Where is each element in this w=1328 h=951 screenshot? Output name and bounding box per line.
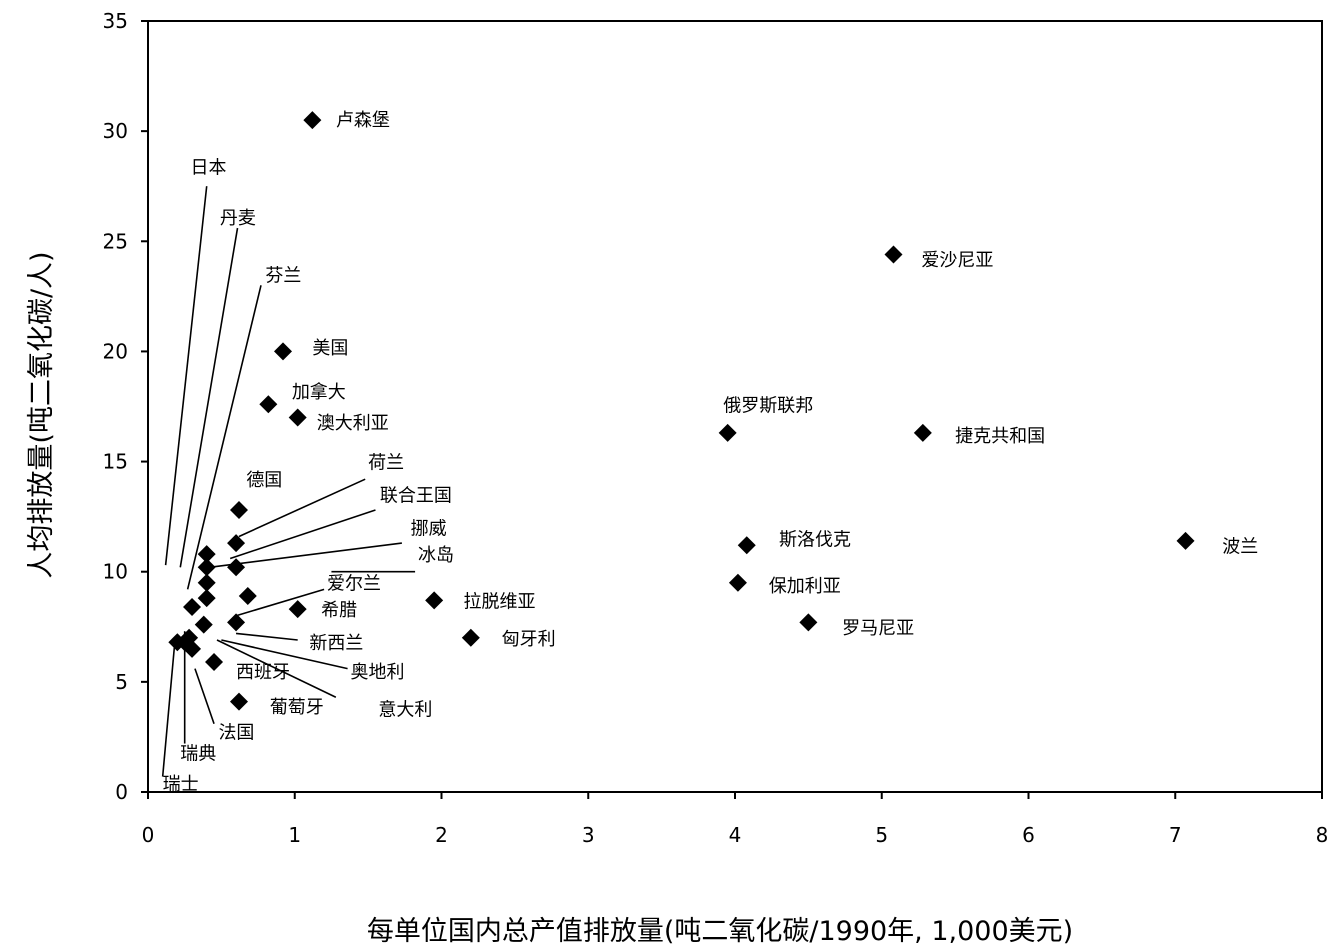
point-label: 荷兰	[368, 453, 404, 474]
point-label: 罗马尼亚	[842, 618, 914, 639]
y-tick-label: 5	[115, 670, 128, 694]
point-label: 捷克共和国	[955, 426, 1045, 447]
x-tick-label: 0	[142, 823, 155, 847]
data-point	[274, 342, 292, 360]
point-label: 爱尔兰	[327, 574, 381, 595]
point-label: 拉脱维亚	[464, 591, 536, 612]
point-label: 挪威	[411, 519, 447, 540]
data-point	[205, 653, 223, 671]
point-label: 德国	[246, 470, 282, 491]
data-point	[230, 501, 248, 519]
point-label: 波兰	[1222, 536, 1258, 557]
data-point	[198, 558, 216, 576]
y-tick-label: 25	[103, 229, 128, 253]
point-label: 法国	[218, 722, 254, 743]
point-label: 芬兰	[265, 265, 301, 286]
point-label: 爱沙尼亚	[921, 250, 993, 271]
data-point	[738, 536, 756, 554]
point-label: 瑞士	[163, 774, 199, 795]
leader-line	[163, 647, 175, 777]
data-point	[884, 246, 902, 264]
leader-line	[236, 633, 298, 640]
x-tick-label: 1	[288, 823, 301, 847]
point-label: 瑞典	[180, 743, 216, 764]
y-tick-label: 35	[103, 9, 128, 33]
data-point	[303, 111, 321, 129]
data-point	[425, 591, 443, 609]
data-point	[227, 558, 245, 576]
x-tick-label: 4	[729, 823, 742, 847]
data-point	[195, 616, 213, 634]
data-point	[719, 424, 737, 442]
y-tick-label: 30	[103, 119, 128, 143]
y-tick-label: 20	[103, 339, 128, 363]
data-point	[799, 613, 817, 631]
point-label: 意大利	[378, 699, 432, 720]
data-point	[462, 629, 480, 647]
point-label: 希腊	[321, 600, 357, 621]
data-point	[230, 693, 248, 711]
x-axis-title: 每单位国内总产值排放量(吨二氧化碳/1990年, 1,000美元)	[367, 916, 1073, 947]
x-tick-label: 6	[1022, 823, 1035, 847]
data-point	[198, 574, 216, 592]
point-label: 日本	[191, 157, 227, 178]
point-label: 冰岛	[418, 545, 454, 566]
leader-line	[180, 228, 237, 567]
x-tick-label: 3	[582, 823, 595, 847]
x-tick-label: 8	[1316, 823, 1328, 847]
x-tick-label: 5	[875, 823, 888, 847]
point-label: 保加利亚	[769, 576, 841, 597]
y-axis-ticks: 0 5 10 15 20 25 30 35	[103, 9, 148, 804]
x-tick-label: 2	[435, 823, 448, 847]
point-label: 新西兰	[309, 633, 363, 654]
leader-line	[230, 510, 375, 558]
data-point	[227, 613, 245, 631]
data-point	[259, 395, 277, 413]
point-label: 卢森堡	[336, 110, 390, 131]
y-tick-label: 15	[103, 450, 128, 474]
point-label: 澳大利亚	[317, 413, 389, 434]
x-tick-label: 7	[1169, 823, 1182, 847]
point-label: 美国	[312, 338, 348, 359]
point-label: 丹麦	[220, 208, 256, 229]
point-label: 匈牙利	[502, 629, 556, 650]
data-point	[289, 600, 307, 618]
point-label: 斯洛伐克	[779, 530, 851, 551]
data-point	[198, 589, 216, 607]
point-label: 俄罗斯联邦	[723, 395, 813, 416]
point-label: 奥地利	[351, 662, 405, 683]
data-point	[239, 587, 257, 605]
leader-line	[166, 186, 207, 565]
x-axis-ticks: 0 1 2 3 4 5 6 7 8	[142, 792, 1328, 847]
data-point	[1177, 532, 1195, 550]
y-axis-title: 人均排放量(吨二氧化碳/人)	[26, 251, 57, 578]
point-label: 西班牙	[236, 662, 290, 683]
data-point	[729, 574, 747, 592]
data-point	[227, 534, 245, 552]
data-point	[183, 598, 201, 616]
point-label: 联合王国	[380, 486, 452, 507]
leader-line	[188, 285, 261, 589]
y-tick-label: 0	[115, 780, 128, 804]
leader-line	[195, 669, 214, 724]
y-tick-label: 10	[103, 560, 128, 584]
point-label: 加拿大	[292, 381, 346, 403]
point-label: 葡萄牙	[270, 697, 324, 718]
data-point	[914, 424, 932, 442]
data-point	[289, 409, 307, 427]
